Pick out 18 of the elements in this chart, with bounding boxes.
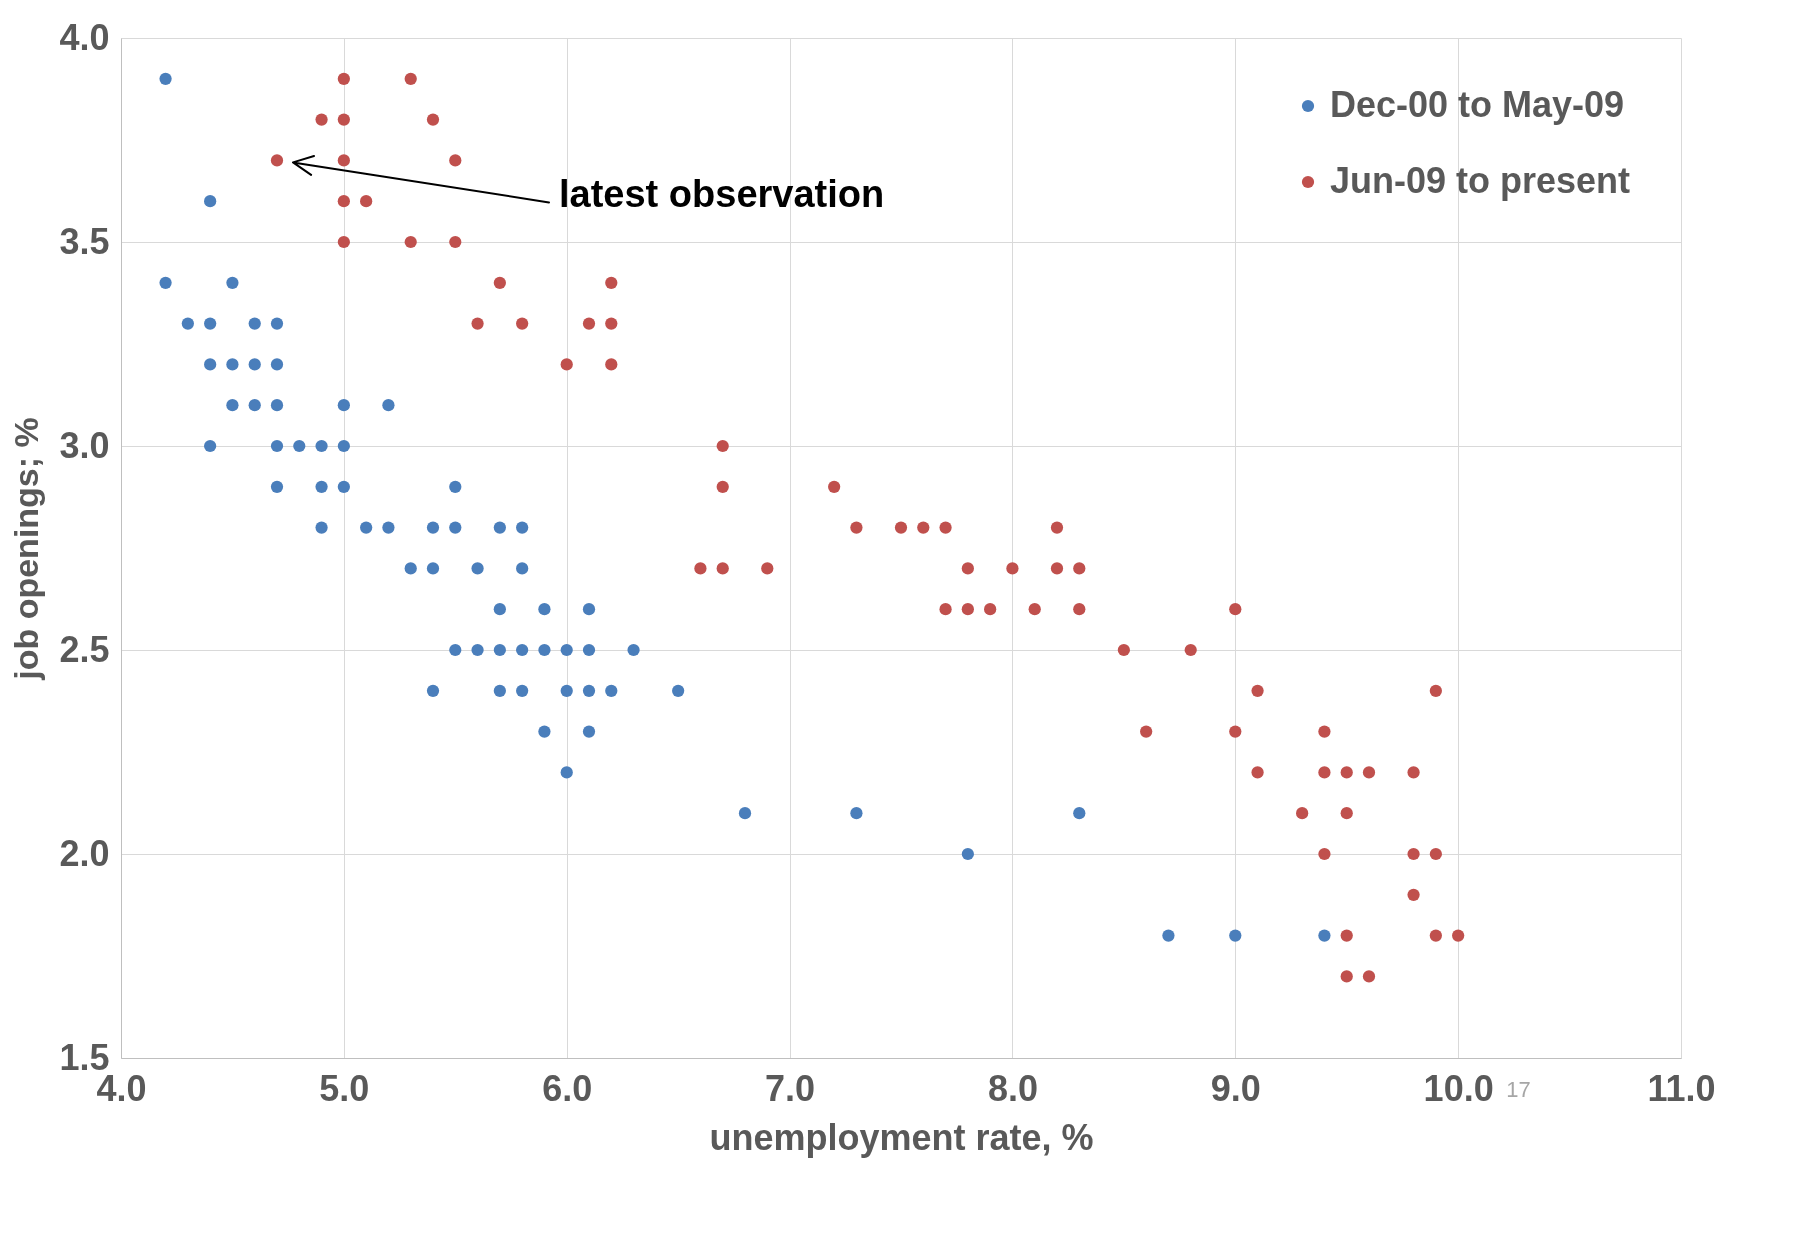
x-tick-label: 6.0 <box>542 1067 593 1109</box>
x-tick-label: 8.0 <box>987 1067 1038 1109</box>
x-tick-label: 5.0 <box>319 1067 370 1109</box>
legend-label: Jun-09 to present <box>1330 160 1631 201</box>
y-tick-label: 2.5 <box>59 628 110 670</box>
y-tick-label: 3.5 <box>59 220 110 262</box>
x-axis-title: unemployment rate, % <box>709 1116 1094 1158</box>
y-tick-label: 2.0 <box>59 832 110 874</box>
x-tick-label: 9.0 <box>1210 1067 1261 1109</box>
x-tick-label: 10.0 <box>1423 1067 1494 1109</box>
x-tick-label: 11.0 <box>1647 1067 1716 1109</box>
x-tick-label: 7.0 <box>765 1067 816 1109</box>
annotation: latest observation <box>559 173 885 216</box>
y-tick-label: 4.0 <box>59 16 110 58</box>
y-tick-label: 3.0 <box>59 424 110 466</box>
legend-label: Dec-00 to May-09 <box>1330 84 1625 125</box>
text: 17 <box>1506 1077 1531 1102</box>
y-axis-title: job openings; % <box>7 417 46 681</box>
